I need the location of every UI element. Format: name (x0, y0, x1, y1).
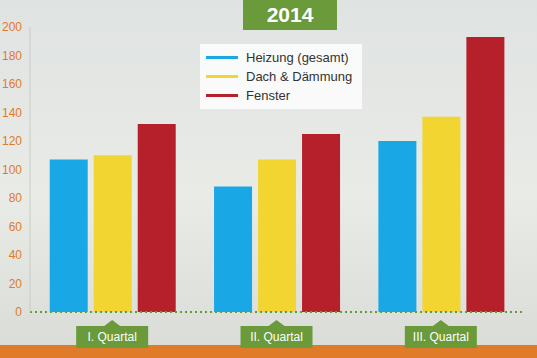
svg-text:40: 40 (9, 248, 23, 262)
svg-text:0: 0 (15, 305, 22, 319)
svg-text:I. Quartal: I. Quartal (87, 330, 136, 344)
svg-text:140: 140 (2, 106, 22, 120)
html-text:Heizung (gesamt): Heizung (gesamt) (246, 50, 349, 65)
html-text:Fenster: Fenster (246, 88, 291, 103)
svg-text:20: 20 (9, 277, 23, 291)
svg-text:80: 80 (9, 191, 23, 205)
svg-text:60: 60 (9, 220, 23, 234)
svg-text:III. Quartal: III. Quartal (413, 330, 469, 344)
svg-text:120: 120 (2, 134, 22, 148)
svg-text:160: 160 (2, 77, 22, 91)
svg-text:180: 180 (2, 49, 22, 63)
html-text:Dach & Dämmung: Dach & Dämmung (246, 69, 353, 84)
svg-text:200: 200 (2, 20, 22, 34)
html-text:2014: 2014 (266, 3, 314, 26)
svg-text:II. Quartal: II. Quartal (250, 330, 303, 344)
svg-text:100: 100 (2, 163, 22, 177)
